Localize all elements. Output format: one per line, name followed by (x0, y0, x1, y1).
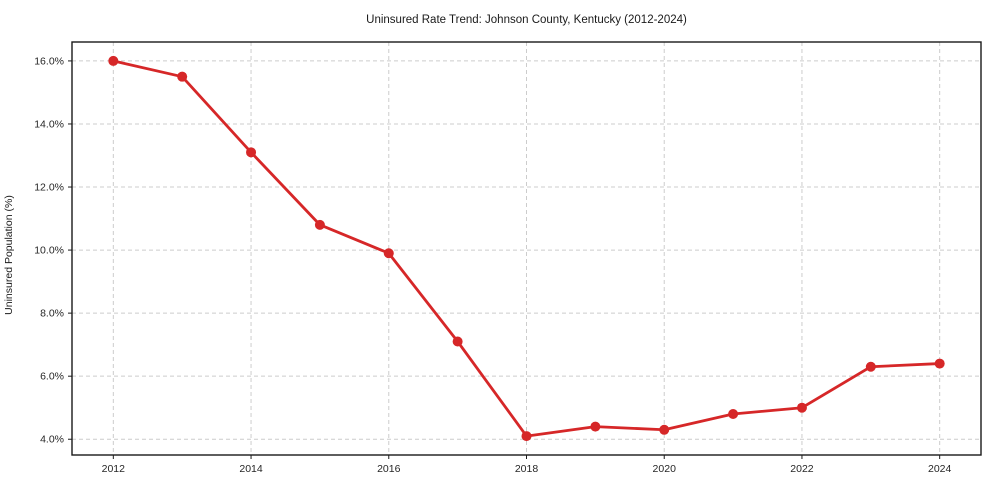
data-point (934, 358, 945, 369)
y-tick-label: 6.0% (40, 371, 64, 383)
data-point (865, 361, 876, 372)
data-point (314, 219, 325, 230)
y-tick-label: 10.0% (34, 245, 64, 257)
x-tick-label: 2016 (377, 463, 401, 475)
x-tick-label: 2022 (790, 463, 814, 475)
x-tick-label: 2024 (928, 463, 952, 475)
data-point (796, 402, 807, 413)
y-tick-label: 8.0% (40, 308, 64, 320)
data-point (590, 421, 601, 432)
data-point (728, 409, 739, 420)
data-point (659, 424, 670, 435)
y-tick-label: 14.0% (34, 118, 64, 130)
data-point (246, 147, 257, 158)
data-point (108, 55, 119, 66)
x-tick-label: 2014 (239, 463, 263, 475)
data-point (383, 248, 394, 259)
y-tick-label: 4.0% (40, 434, 64, 446)
x-tick-label: 2018 (515, 463, 539, 475)
data-point (452, 336, 463, 347)
y-tick-label: 12.0% (34, 182, 64, 194)
data-point (521, 431, 532, 442)
y-tick-label: 16.0% (34, 55, 64, 67)
x-tick-label: 2012 (102, 463, 126, 475)
x-tick-label: 2020 (653, 463, 677, 475)
chart-title: Uninsured Rate Trend: Johnson County, Ke… (366, 14, 687, 26)
data-point (177, 71, 188, 82)
